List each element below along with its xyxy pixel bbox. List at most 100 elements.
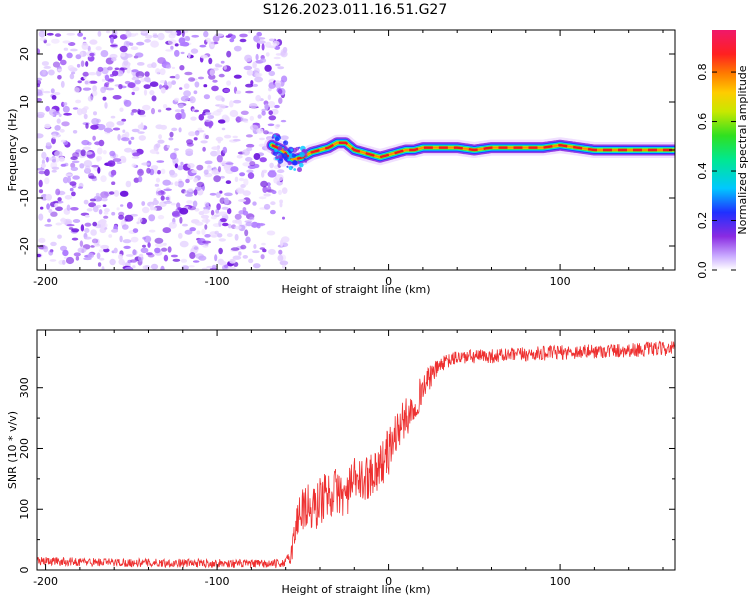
spectrogram-noise-blob <box>156 160 165 163</box>
spectrogram-noise-blob <box>211 264 217 269</box>
spectrogram-noise-blob <box>209 69 215 76</box>
spectrogram-noise-blob <box>245 221 253 227</box>
colorbar-tick-label: 0.6 <box>696 113 709 130</box>
spectrogram-noise-blob <box>49 259 57 262</box>
spectrogram-noise-blob <box>100 191 109 199</box>
spectrogram-noise-blob <box>161 247 168 252</box>
spectrogram-track-speckle <box>297 167 302 173</box>
spectrogram-noise-blob <box>197 127 203 131</box>
spectrogram-noise-blob <box>43 245 49 253</box>
spectrogram-noise-blob <box>280 50 288 58</box>
spectrogram-noise-blob <box>123 99 132 107</box>
spectrogram-noise-blob <box>247 172 255 180</box>
spectrogram-noise-blob <box>264 103 269 111</box>
spectrogram-noise-blob <box>249 103 258 109</box>
spectrogram-noise-blob <box>96 124 106 131</box>
spectrogram-noise-blob <box>39 37 47 41</box>
spectrogram-noise-blob <box>175 30 182 36</box>
spectrogram-noise-blob <box>194 81 200 88</box>
spectrogram-noise-blob <box>245 83 254 88</box>
spectrogram-noise-blob <box>160 195 165 201</box>
spectrogram-noise-blob <box>184 229 193 235</box>
spectrogram-noise-blob <box>262 186 268 194</box>
spectrogram-noise-blob <box>60 217 66 225</box>
spectrogram-noise-blob <box>216 155 223 163</box>
spectrogram-noise-blob <box>209 192 217 196</box>
spectrogram-noise-blob <box>186 139 194 145</box>
spectrogram-noise-blob <box>157 190 166 196</box>
spectrogram-track-speckle <box>304 160 308 163</box>
spectrogram-noise-blob <box>117 134 121 141</box>
spectrogram-noise-blob <box>44 224 53 227</box>
spectrogram-noise-blob <box>278 97 283 104</box>
spectrogram-noise-blob <box>210 150 218 157</box>
spectrogram-noise-blob <box>67 176 71 184</box>
spectrogram-noise-blob <box>238 251 242 256</box>
spectrogram-noise-blob <box>188 265 195 268</box>
spectrogram-noise-blob <box>242 162 251 167</box>
spectrogram-noise-blob <box>177 180 185 188</box>
spectrogram-noise-blob <box>142 244 146 248</box>
spectrogram-noise-blob <box>131 163 137 168</box>
spectrogram-noise-blob <box>48 69 55 76</box>
spectrogram-noise-blob <box>150 263 159 270</box>
spectrogram-track-speckle <box>292 160 298 166</box>
spectrogram-noise-blob <box>66 52 73 59</box>
spectrogram-noise-blob <box>185 148 194 154</box>
spectrogram-noise-blob <box>242 207 247 212</box>
spectrogram-noise-blob <box>95 46 102 51</box>
spectrogram-noise-blob <box>118 84 123 90</box>
spectrogram-noise-blob <box>102 96 107 101</box>
spectrogram-noise-blob <box>62 176 69 184</box>
spectrogram-noise-blob <box>121 224 129 230</box>
spectrogram-noise-blob <box>218 211 228 217</box>
spectrogram-noise-blob <box>147 242 151 248</box>
spectrogram-noise-blob <box>46 32 54 36</box>
spectrogram-noise-blob <box>100 175 107 183</box>
spectrogram-noise-blob <box>281 236 290 243</box>
snr-y-tick-label: 0 <box>18 567 31 574</box>
spectrogram-noise-blob <box>220 160 228 166</box>
spectrogram-noise-blob <box>214 254 218 262</box>
spectrogram-noise-blob <box>277 88 283 95</box>
spectrogram-noise-blob <box>272 40 280 46</box>
spectrogram-noise-blob <box>50 211 58 217</box>
spectrogram-noise-blob <box>137 131 145 134</box>
spectrogram-track-speckle <box>304 154 308 158</box>
spectrogram-track-speckle <box>290 148 294 152</box>
spectrogram-track-speckle <box>299 162 304 168</box>
spectrogram-noise-blob <box>229 38 235 43</box>
spectrogram-noise-blob <box>198 114 205 121</box>
spectrogram-noise-blob <box>266 230 276 236</box>
spectrogram-noise-blob <box>127 82 136 89</box>
spectrogram-noise-blob <box>79 163 85 169</box>
spectrogram-noise-blob <box>271 190 277 195</box>
spectrogram-noise-blob <box>70 166 79 171</box>
spectrogram-noise-blob <box>102 150 107 155</box>
spectrogram-noise-blob <box>160 265 165 270</box>
spectrogram-noise-blob <box>280 239 284 247</box>
spectrogram-noise-blob <box>37 77 43 81</box>
spectrogram-noise-blob <box>137 124 145 130</box>
spectrogram-noise-blob <box>275 63 281 67</box>
spectrogram-noise-blob <box>70 162 76 168</box>
spectrogram-noise-blob <box>171 127 178 132</box>
spectrogram-track-speckle <box>288 165 293 171</box>
spectrogram-noise-blob <box>222 146 228 154</box>
spectrogram-noise-blob <box>269 162 274 169</box>
spectrogram-noise-blob <box>279 260 289 266</box>
spectrogram-noise-blob <box>71 228 80 233</box>
spectrogram-noise-blob <box>221 206 229 210</box>
spectrogram-noise-blob <box>263 203 271 210</box>
spectrogram-noise-blob <box>253 153 261 160</box>
spectrogram-noise-blob <box>96 147 103 155</box>
spectrogram-noise-blob <box>119 45 128 53</box>
spectrogram-noise-blob <box>80 149 86 157</box>
spectrogram-noise-blob <box>282 216 285 220</box>
spectrogram-noise-blob <box>263 170 267 174</box>
spectrogram-noise-blob <box>189 252 196 259</box>
spectrogram-noise-blob <box>63 47 69 51</box>
spectrogram-noise-blob <box>81 139 90 146</box>
spectrogram-noise-blob <box>259 137 265 141</box>
